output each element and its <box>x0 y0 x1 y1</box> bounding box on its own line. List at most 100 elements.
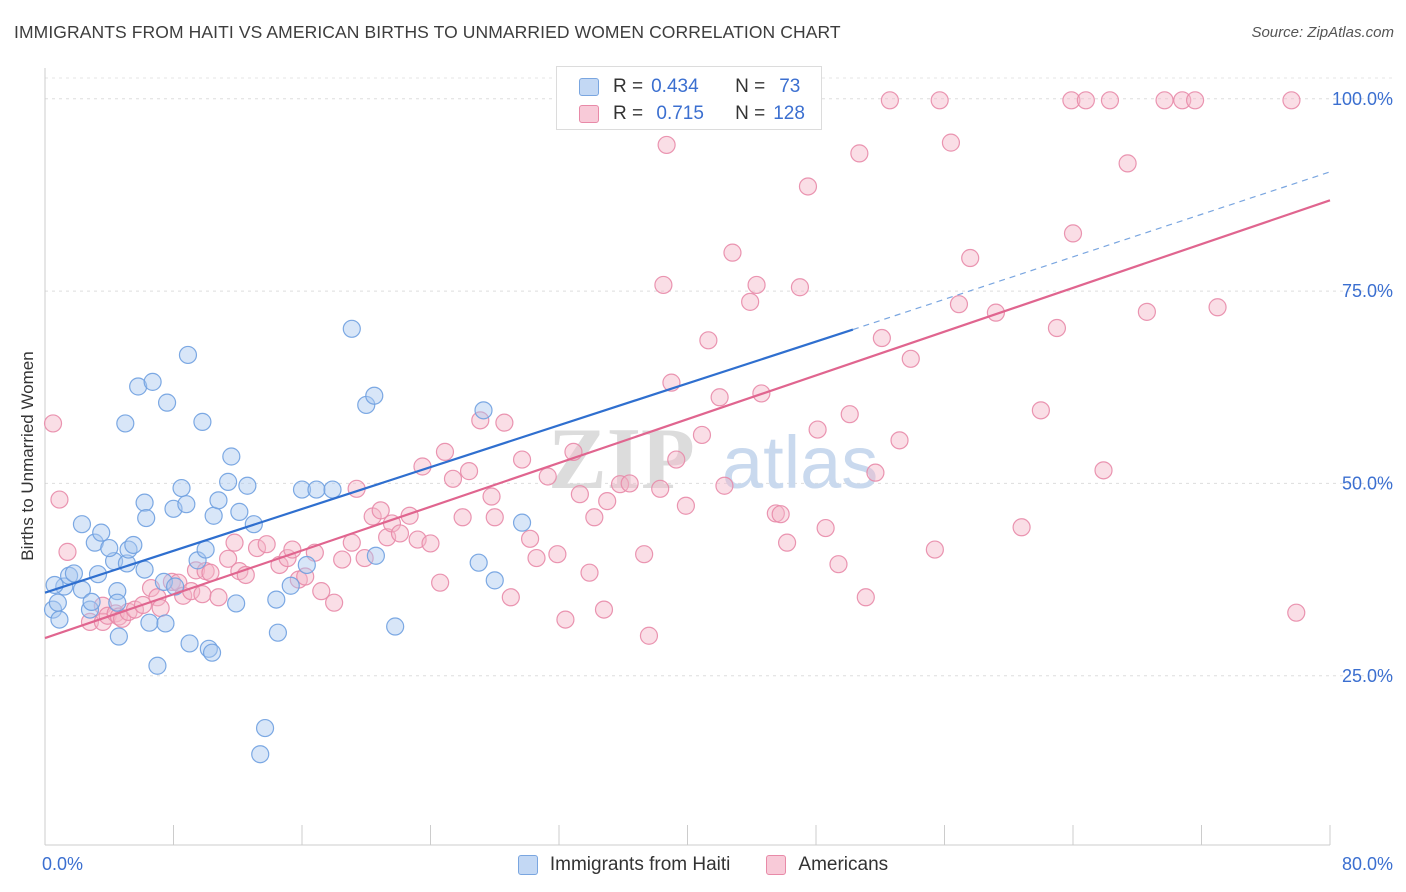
americans-point <box>43 414 63 433</box>
americans-point <box>527 548 546 568</box>
americans-point <box>741 292 760 311</box>
tick-labels: 25.0% 50.0% 75.0% 100.0% 0.0% 80.0% <box>42 89 1393 874</box>
americans-point <box>325 593 344 612</box>
haiti-point <box>92 523 111 542</box>
americans-point <box>193 585 212 604</box>
haiti-point <box>124 535 143 555</box>
americans-point <box>580 563 599 582</box>
haiti-point <box>292 480 312 499</box>
haiti-trend-extension <box>852 171 1331 331</box>
americans-point <box>1062 91 1081 110</box>
americans-point <box>676 496 695 515</box>
americans-point <box>1208 298 1227 317</box>
haiti-point <box>100 538 119 558</box>
americans-point <box>1173 91 1192 110</box>
americans-point <box>771 505 790 524</box>
americans-point <box>512 450 532 469</box>
americans-point <box>312 582 331 601</box>
americans-point <box>930 91 949 110</box>
haiti-point <box>140 613 159 632</box>
haiti-point <box>202 643 222 662</box>
americans-point <box>247 538 267 558</box>
americans-trend-line <box>44 199 1331 640</box>
haiti-point <box>365 386 384 405</box>
americans-point <box>941 133 961 152</box>
legend-row-americans: R = 0.715 N = 128 <box>579 101 805 127</box>
americans-point <box>1137 302 1156 321</box>
americans-point <box>1118 154 1137 173</box>
americans-point <box>777 533 797 552</box>
americans-point <box>390 524 410 543</box>
americans-point <box>610 475 630 494</box>
legend-swatch-americans <box>579 105 599 123</box>
haiti-point <box>386 617 405 636</box>
correlation-legend: R = 0.434 N = 73 R = 0.715 N = 128 <box>556 66 822 130</box>
haiti-point <box>255 718 275 738</box>
haiti-point <box>196 540 215 559</box>
americans-point <box>371 501 390 520</box>
series-legend-americans[interactable]: Americans <box>766 854 888 876</box>
americans-point <box>850 144 869 163</box>
haiti-point <box>238 476 257 495</box>
americans-point <box>333 550 352 569</box>
americans-points <box>43 91 1306 645</box>
haiti-point <box>469 553 488 572</box>
americans-point <box>283 540 302 559</box>
americans-point <box>585 508 604 527</box>
haiti-point <box>180 634 199 653</box>
y-tick-label: 50.0% <box>1342 473 1393 493</box>
americans-point <box>949 295 969 314</box>
haiti-point <box>267 590 286 609</box>
haiti-point <box>72 515 92 534</box>
americans-point <box>635 545 654 564</box>
americans-point <box>808 420 827 439</box>
americans-point <box>598 492 617 511</box>
haiti-point <box>366 546 385 565</box>
americans-point <box>556 610 575 629</box>
americans-point <box>453 508 472 527</box>
americans-point <box>50 490 69 509</box>
americans-point <box>296 567 315 586</box>
haiti-point <box>485 571 504 590</box>
americans-point <box>1063 224 1083 243</box>
americans-point <box>1282 91 1301 110</box>
americans-point <box>901 349 920 368</box>
americans-point <box>1094 461 1113 480</box>
americans-point <box>471 411 490 430</box>
legend-r-value: 0.434 <box>651 76 699 97</box>
haiti-point <box>178 345 198 365</box>
americans-point <box>1155 91 1174 110</box>
americans-point <box>1287 603 1306 622</box>
haiti-point <box>48 593 67 612</box>
haiti-point <box>116 414 135 433</box>
watermark-atlas: atlas <box>722 421 878 504</box>
americans-point <box>816 518 835 538</box>
series-legend: Immigrants from Haiti Americans <box>0 851 1406 879</box>
haiti-point <box>177 495 196 514</box>
americans-point <box>766 504 785 523</box>
haiti-point <box>474 401 493 420</box>
americans-point <box>209 588 228 607</box>
haiti-point <box>230 502 249 521</box>
trend-lines <box>44 171 1331 640</box>
americans-point <box>538 467 557 486</box>
americans-point <box>880 91 899 110</box>
americans-point <box>431 573 450 592</box>
americans-point <box>443 469 463 488</box>
haiti-point <box>166 577 185 596</box>
axes <box>44 68 1331 846</box>
haiti-point <box>512 513 532 532</box>
haiti-point <box>135 560 154 579</box>
americans-point <box>1047 318 1067 338</box>
haiti-point <box>251 745 270 764</box>
haiti-point <box>109 627 128 646</box>
americans-point <box>986 303 1006 322</box>
chart-title: IMMIGRANTS FROM HAITI VS AMERICAN BIRTHS… <box>14 22 841 42</box>
americans-point <box>925 540 944 559</box>
americans-point <box>501 588 520 607</box>
americans-point <box>856 588 875 607</box>
series-legend-haiti[interactable]: Immigrants from Haiti <box>517 854 730 876</box>
americans-point <box>482 487 501 506</box>
source-label: Source: ZipAtlas.com <box>1251 24 1394 41</box>
